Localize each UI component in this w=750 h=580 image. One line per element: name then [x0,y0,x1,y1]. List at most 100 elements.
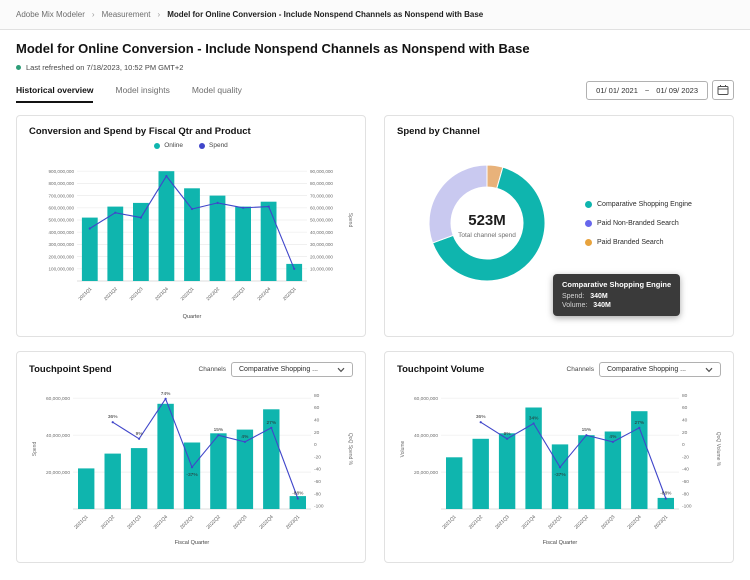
date-range-end: 01/ 09/ 2023 [656,85,698,95]
legend-item-spend[interactable]: Spend [199,142,228,149]
chevron-down-icon [337,367,345,372]
tab-bar: Historical overview Model insights Model… [0,80,750,103]
svg-text:2021Q3: 2021Q3 [129,286,144,301]
breadcrumb-item-measurement[interactable]: Measurement [101,10,151,19]
svg-text:Quarter: Quarter [183,314,202,320]
svg-text:2021Q1: 2021Q1 [77,286,92,301]
svg-text:Spend: Spend [347,213,353,228]
tab-model-quality[interactable]: Model quality [191,85,242,95]
svg-text:800,000,000: 800,000,000 [48,181,74,186]
tooltip-row-label: Spend: [562,293,585,300]
svg-text:-88%: -88% [660,491,672,497]
chart-legend: Online Spend [29,142,353,149]
legend-dot-icon [585,219,592,227]
svg-text:-37%: -37% [554,472,566,478]
svg-text:Spend: Spend [32,442,38,457]
svg-text:-100: -100 [682,504,692,510]
svg-text:2021Q3: 2021Q3 [494,514,511,531]
tooltip-row-label: Volume: [562,302,588,309]
svg-text:-100: -100 [314,504,324,510]
card-header: Touchpoint Spend Channels Comparative Sh… [29,362,353,377]
card-conversion-spend: Conversion and Spend by Fiscal Qtr and P… [16,115,366,337]
svg-text:90,000,000: 90,000,000 [310,169,333,174]
svg-text:Volume: Volume [400,440,406,457]
tab-historical-overview[interactable]: Historical overview [16,80,94,103]
svg-text:-60: -60 [682,479,689,485]
svg-text:2022Q1: 2022Q1 [547,514,564,531]
svg-text:2023Q1: 2023Q1 [653,514,670,531]
svg-text:Fiscal Quarter: Fiscal Quarter [175,540,210,546]
svg-text:2023Q1: 2023Q1 [282,286,297,301]
svg-text:2021Q4: 2021Q4 [154,286,169,301]
card-touchpoint-volume: Touchpoint Volume Channels Comparative S… [384,351,734,563]
svg-text:523M: 523M [468,212,506,229]
svg-text:60,000,000: 60,000,000 [46,396,70,402]
dashboard-grid: Conversion and Spend by Fiscal Qtr and P… [0,103,750,575]
donut-area: 523M Total channel spend Comparative Shop… [397,139,721,307]
svg-text:-37%: -37% [186,472,198,478]
legend-dot-icon [154,142,161,149]
touchpoint-volume-chart[interactable]: 20,000,000 40,000,000 60,000,000 80 60 40 20 0 -… [397,377,721,547]
svg-text:60,000,000: 60,000,000 [310,206,333,211]
svg-text:2022Q2: 2022Q2 [205,514,222,531]
page-title: Model for Online Conversion - Include No… [16,41,530,56]
legend-item-paid-branded-search[interactable]: Paid Branded Search [585,238,692,246]
card-spend-by-channel: Spend by Channel 523M Total channel spend… [384,115,734,337]
breadcrumb-item-home[interactable]: Adobe Mix Modeler [16,10,85,19]
svg-text:15%: 15% [214,427,224,433]
spend-by-channel-donut[interactable]: 523M Total channel spend [397,139,579,307]
channels-control: Channels Comparative Shopping ... [567,362,721,377]
channels-label: Channels [566,366,594,373]
svg-text:40,000,000: 40,000,000 [310,230,333,235]
svg-text:2022Q4: 2022Q4 [626,514,643,531]
date-range-input[interactable]: 01/ 01/ 2021 ~ 01/ 09/ 2023 [586,80,708,100]
svg-text:2021Q4: 2021Q4 [153,514,170,531]
svg-text:2022Q4: 2022Q4 [258,514,275,531]
svg-text:2021Q3: 2021Q3 [126,514,143,531]
conversion-spend-chart[interactable]: 100,000,000 200,000,000 300,000,000 400,000… [29,149,353,321]
svg-text:600,000,000: 600,000,000 [48,206,74,211]
svg-text:60,000,000: 60,000,000 [414,396,438,402]
last-refreshed-text: Last refreshed on 7/18/2023, 10:52 PM GM… [26,63,184,72]
breadcrumb: Adobe Mix Modeler › Measurement › Model … [0,0,750,30]
svg-text:50,000,000: 50,000,000 [310,218,333,223]
svg-text:40,000,000: 40,000,000 [414,433,438,439]
svg-text:QoQ Volume %: QoQ Volume % [715,432,721,467]
legend-item-paid-non-branded-search[interactable]: Paid Non-Branded Search [585,219,692,227]
legend-dot-icon [199,142,205,149]
svg-text:2021Q2: 2021Q2 [103,286,118,301]
breadcrumb-separator-icon: › [91,10,95,19]
svg-text:2021Q2: 2021Q2 [100,514,117,531]
svg-text:34%: 34% [529,416,539,422]
svg-text:-88%: -88% [292,491,304,497]
svg-text:20,000,000: 20,000,000 [46,470,70,476]
legend-item-comparative-shopping-engine[interactable]: Comparative Shopping Engine [585,200,692,208]
svg-text:200,000,000: 200,000,000 [48,254,74,259]
tooltip-row-value: 340M [590,293,608,300]
channels-select-value: Comparative Shopping ... [239,366,318,373]
svg-text:2022Q3: 2022Q3 [231,286,246,301]
svg-text:-20: -20 [682,454,689,460]
svg-text:-40: -40 [682,467,689,473]
channels-select[interactable]: Comparative Shopping ... [231,362,353,377]
chart-title: Touchpoint Volume [397,364,485,375]
svg-text:2022Q2: 2022Q2 [205,286,220,301]
touchpoint-spend-chart[interactable]: 20,000,000 40,000,000 60,000,000 80 60 40 20 0 -… [29,377,353,547]
svg-text:2021Q4: 2021Q4 [521,514,538,531]
date-range-separator: ~ [644,85,650,95]
svg-text:-60: -60 [314,479,321,485]
donut-legend: Comparative Shopping Engine Paid Non-Bra… [585,200,692,246]
svg-text:10,000,000: 10,000,000 [310,267,333,272]
svg-text:100,000,000: 100,000,000 [48,267,74,272]
svg-text:Total channel spend: Total channel spend [458,232,516,239]
tooltip-title: Comparative Shopping Engine [562,280,672,289]
calendar-button[interactable] [712,80,734,100]
svg-text:300,000,000: 300,000,000 [48,242,74,247]
chart-tooltip: Comparative Shopping Engine Spend: 340M … [553,274,681,316]
chevron-down-icon [705,367,713,372]
calendar-icon [717,85,729,95]
legend-item-online[interactable]: Online [154,142,183,149]
channels-select[interactable]: Comparative Shopping ... [599,362,721,377]
svg-text:400,000,000: 400,000,000 [48,230,74,235]
tab-model-insights[interactable]: Model insights [115,85,170,95]
